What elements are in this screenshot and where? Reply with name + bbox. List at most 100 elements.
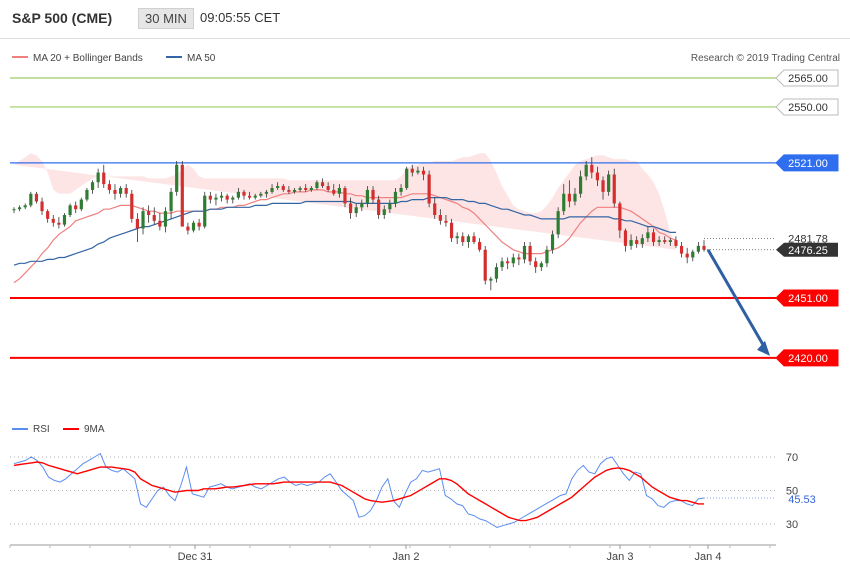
candle <box>651 228 656 246</box>
candle <box>612 168 616 208</box>
candle-body <box>180 164 184 227</box>
upper-band-tag-box <box>776 231 838 246</box>
candle <box>264 189 269 198</box>
candle-body <box>388 203 392 210</box>
candle <box>635 236 639 248</box>
candle <box>298 186 302 192</box>
candle <box>259 191 263 198</box>
level-tag-2451.00 <box>775 289 839 307</box>
candle <box>646 226 650 243</box>
candle <box>534 257 538 273</box>
legend-9ma: 9MA <box>84 424 105 435</box>
candle-body <box>618 203 622 231</box>
rsi-tick-70: 70 <box>786 452 798 464</box>
candle <box>657 236 661 246</box>
chart-area: MA 20 + Bollinger Bands MA 50 Research ©… <box>9 53 840 563</box>
candle-body <box>702 245 706 250</box>
candle-body <box>483 249 487 281</box>
candle-body <box>635 240 639 244</box>
candle <box>466 234 470 248</box>
candle-body <box>354 207 358 214</box>
candle-body <box>348 203 353 214</box>
candle-body <box>242 191 246 196</box>
candle-body <box>489 278 493 281</box>
candle-body <box>287 189 291 192</box>
candle-body <box>298 188 302 190</box>
candle-body <box>601 180 605 192</box>
candle <box>197 218 201 231</box>
candle <box>629 234 633 250</box>
candle <box>427 170 431 208</box>
upper-band-tag: 2481.78 <box>788 234 828 246</box>
timeframe-badge[interactable]: 30 MIN <box>138 8 194 29</box>
rsi-value-label: 45.53 <box>788 494 816 506</box>
candle-body <box>696 245 700 252</box>
candle-body <box>416 170 420 173</box>
candle-body <box>113 189 117 194</box>
candle <box>46 209 50 223</box>
candle <box>12 207 16 214</box>
candle-body <box>23 205 27 208</box>
candle-body <box>124 188 128 194</box>
time-label-2: Jan 3 <box>607 551 634 563</box>
candle-body <box>545 249 549 264</box>
candle <box>270 184 274 194</box>
candle <box>337 184 341 198</box>
candle-body <box>135 218 140 229</box>
price-pane: 2565.00 2550.00 2521.00 2451.00 2420.00 2481.… <box>10 69 839 367</box>
candle-body <box>578 176 583 194</box>
candle-body <box>152 215 156 221</box>
candle-body <box>590 164 594 173</box>
credit-text: Research © 2019 Trading Central <box>691 53 840 64</box>
candle <box>113 184 117 200</box>
candle-body <box>12 209 16 211</box>
candle <box>85 188 89 202</box>
rsi-9ma-line <box>13 461 704 522</box>
candle <box>550 230 555 254</box>
timestamp: 09:05:55 CET <box>200 10 281 25</box>
candle <box>141 207 145 235</box>
candle-body <box>107 184 111 190</box>
forecast-arrow <box>706 249 768 351</box>
candle <box>444 215 448 227</box>
candle <box>348 197 353 219</box>
candle <box>29 191 33 208</box>
candle <box>545 245 549 268</box>
candle-body <box>214 197 218 200</box>
level-tag-2420.00 <box>775 349 839 367</box>
candle-body <box>315 182 319 188</box>
candle-body <box>219 195 224 198</box>
candle <box>135 213 140 243</box>
candle-body <box>74 205 78 210</box>
candle <box>489 276 493 291</box>
candle <box>180 160 184 227</box>
candle <box>455 232 459 244</box>
candle <box>472 232 476 244</box>
candle <box>62 213 67 227</box>
candle-body <box>612 174 616 204</box>
candle <box>640 234 644 248</box>
candle <box>57 216 61 229</box>
candle <box>315 180 319 190</box>
candle-body <box>427 174 431 204</box>
candle-body <box>85 189 89 200</box>
candle <box>79 197 83 212</box>
candle-body <box>674 240 678 246</box>
candle <box>332 184 336 196</box>
level-label-2420.00: 2420.00 <box>788 353 828 365</box>
candle-body <box>438 215 442 221</box>
candle <box>696 242 700 254</box>
candle <box>590 157 594 179</box>
candle <box>354 203 358 217</box>
candle <box>102 164 106 188</box>
candle-body <box>595 172 600 181</box>
candle-body <box>186 226 190 231</box>
candle <box>461 232 465 246</box>
last-price-tag-box <box>776 242 838 257</box>
candle-body <box>29 193 33 206</box>
time-axis: Dec 31 Jan 2 Jan 3 Jan 4 <box>9 544 776 563</box>
candle-body <box>208 195 212 200</box>
candle <box>449 218 454 243</box>
candle-body <box>248 195 252 198</box>
candle-body <box>494 267 499 279</box>
